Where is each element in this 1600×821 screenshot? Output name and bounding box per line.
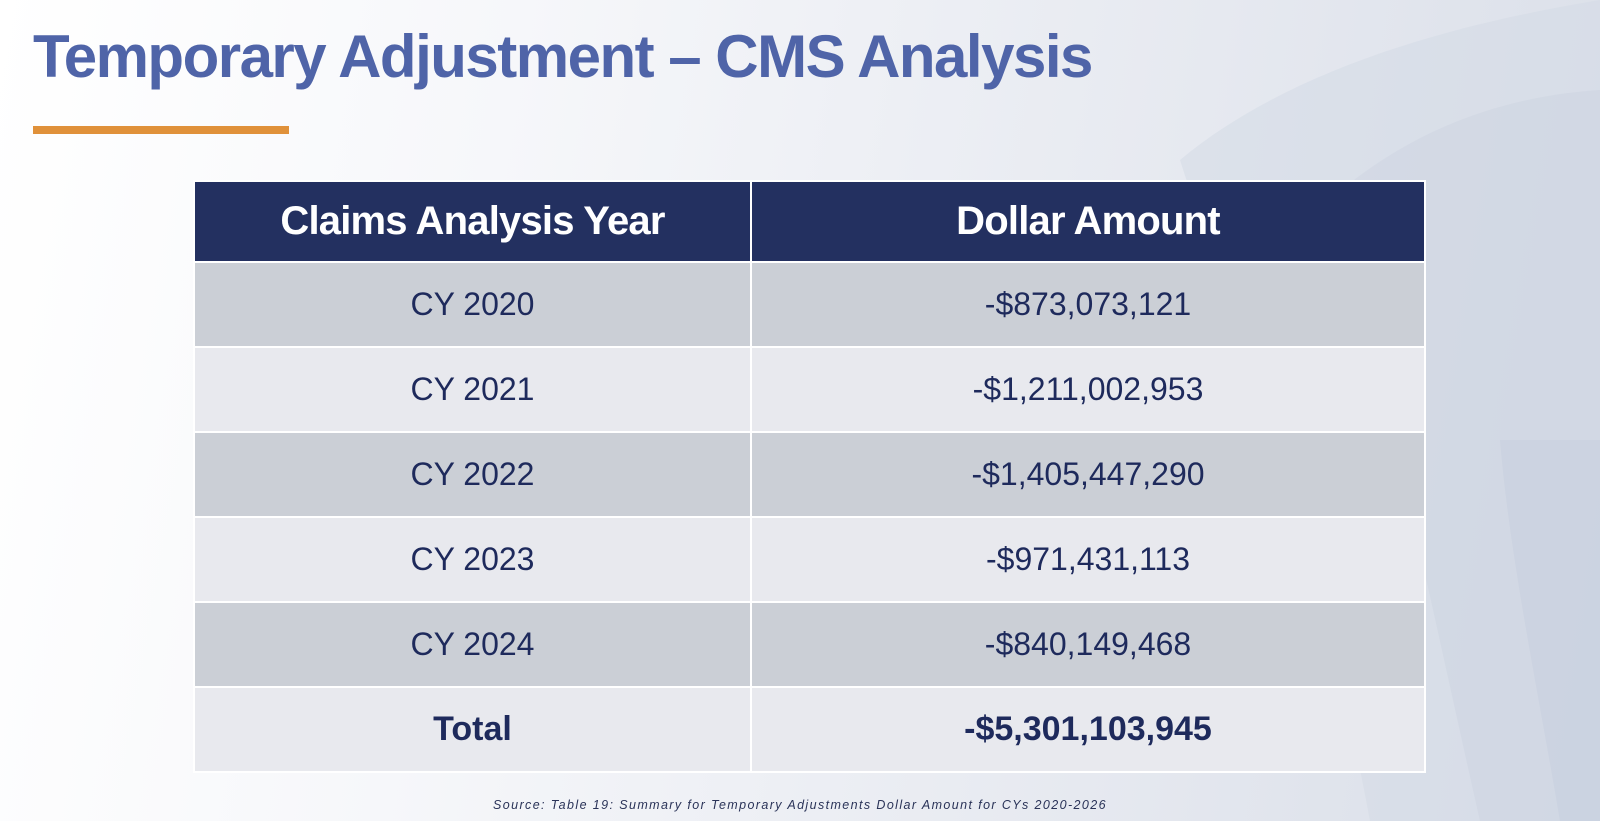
table-row: CY 2024 -$840,149,468 [193, 601, 1426, 688]
total-label: Total [193, 686, 752, 773]
cell-year: CY 2023 [193, 516, 752, 603]
cell-amount: -$1,405,447,290 [750, 431, 1426, 518]
cell-year: CY 2024 [193, 601, 752, 688]
table-header-row: Claims Analysis Year Dollar Amount [193, 180, 1426, 263]
header-claims-analysis-year: Claims Analysis Year [193, 180, 752, 263]
title-underline-accent [33, 126, 289, 134]
table-row: CY 2023 -$971,431,113 [193, 516, 1426, 603]
table-total-row: Total -$5,301,103,945 [193, 686, 1426, 773]
total-amount: -$5,301,103,945 [750, 686, 1426, 773]
cell-amount: -$840,149,468 [750, 601, 1426, 688]
cell-year: CY 2022 [193, 431, 752, 518]
cell-year: CY 2020 [193, 261, 752, 348]
header-dollar-amount: Dollar Amount [750, 180, 1426, 263]
cell-amount: -$971,431,113 [750, 516, 1426, 603]
source-citation: Source: Table 19: Summary for Temporary … [493, 798, 1107, 812]
table-row: CY 2021 -$1,211,002,953 [193, 346, 1426, 433]
table-row: CY 2022 -$1,405,447,290 [193, 431, 1426, 518]
cell-amount: -$873,073,121 [750, 261, 1426, 348]
cell-year: CY 2021 [193, 346, 752, 433]
adjustment-table: Claims Analysis Year Dollar Amount CY 20… [193, 180, 1426, 773]
cell-amount: -$1,211,002,953 [750, 346, 1426, 433]
slide-title: Temporary Adjustment – CMS Analysis [33, 23, 1093, 90]
table-row: CY 2020 -$873,073,121 [193, 261, 1426, 348]
